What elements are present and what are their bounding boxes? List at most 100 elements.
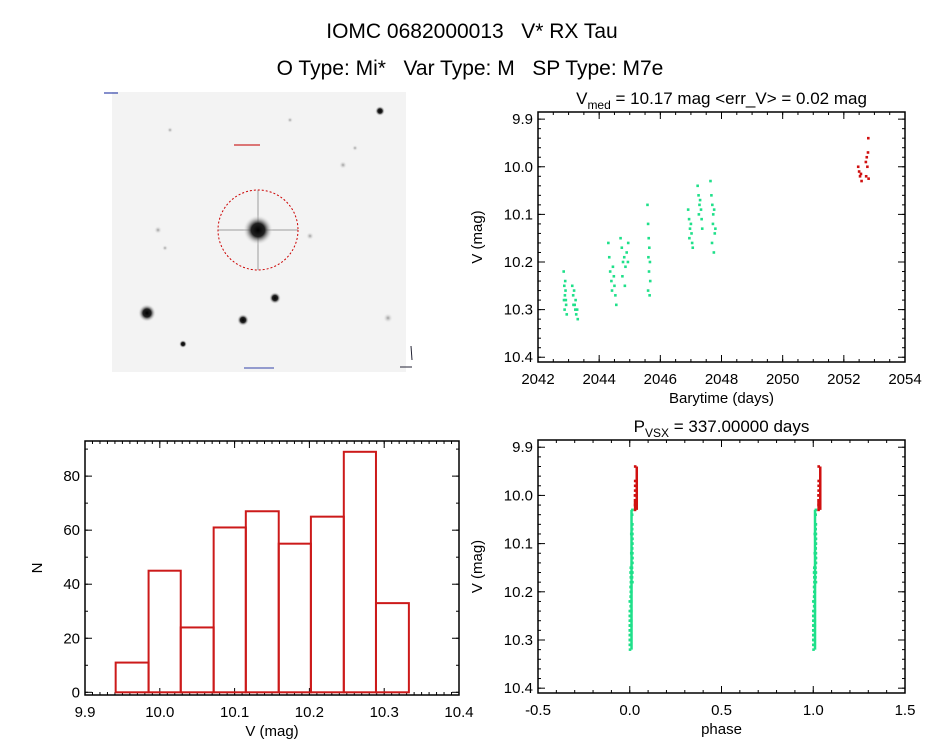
x-tick-label: 10.2 — [295, 704, 324, 721]
star — [306, 232, 314, 240]
histogram-bar — [179, 626, 215, 694]
data-point — [864, 174, 868, 178]
data-point — [647, 270, 651, 273]
phase-point — [628, 643, 632, 647]
star — [138, 304, 156, 322]
data-point — [867, 177, 870, 180]
data-point — [864, 160, 868, 164]
y-tick-label: 20 — [63, 630, 80, 647]
data-point — [688, 227, 692, 230]
histogram-plot: 9.9 10.0 10.1 10.2 10.3 10.4 0 20 40 60 80 V (mag) N — [29, 440, 474, 740]
data-point — [623, 284, 627, 288]
phase-point — [633, 506, 637, 509]
phase-point — [817, 465, 820, 468]
y-tick-label: 0 — [72, 684, 80, 701]
y-tick-label: 10.1 — [504, 536, 533, 553]
x-tick-label: 2046 — [644, 371, 677, 388]
data-point — [646, 203, 649, 207]
phase-point — [817, 498, 820, 502]
data-point — [687, 217, 691, 221]
y-tick-label: 10.0 — [504, 159, 533, 176]
phase-point — [633, 508, 637, 512]
x-tick-label: 10.1 — [220, 704, 249, 721]
plot-frame — [537, 439, 906, 694]
data-point — [572, 303, 575, 307]
x-axis-label: V (mag) — [245, 723, 298, 740]
y-tick-label: 10.1 — [504, 206, 533, 223]
data-point — [607, 255, 611, 259]
star — [162, 245, 168, 251]
phase-point — [633, 484, 637, 488]
y-tick-label: 10.4 — [504, 349, 533, 366]
data-point — [648, 294, 651, 297]
data-point — [614, 303, 618, 307]
data-point — [648, 246, 651, 250]
data-point — [572, 289, 576, 292]
phase-point — [812, 638, 815, 642]
data-point — [690, 241, 694, 245]
x-tick-label: -0.5 — [525, 702, 551, 719]
data-point — [575, 308, 579, 311]
data-point — [570, 284, 574, 288]
phase-point — [812, 629, 815, 632]
data-point — [857, 170, 861, 173]
data-point — [866, 151, 870, 154]
x-tick-label: 2054 — [888, 371, 921, 388]
data-point — [563, 294, 567, 297]
data-point — [712, 251, 716, 254]
data-point — [647, 255, 650, 259]
phase-point — [628, 638, 632, 642]
histogram-bar — [147, 569, 182, 694]
data-point — [688, 236, 691, 240]
data-point — [564, 303, 568, 307]
phase-point — [628, 629, 632, 632]
y-tick-label: 10.0 — [504, 487, 533, 504]
data-point — [576, 317, 580, 321]
histogram-bar — [114, 661, 150, 694]
data-point — [696, 184, 699, 188]
title-line-1: IOMC 0682000013 V* RX Tau — [326, 20, 617, 43]
data-point — [619, 236, 622, 240]
star — [383, 313, 393, 323]
data-point — [690, 232, 693, 235]
phase-point — [633, 465, 637, 468]
plot-frame — [537, 111, 906, 363]
phase-point — [817, 503, 820, 507]
phase-band — [819, 466, 822, 510]
phase-band — [635, 466, 639, 510]
histogram-bar — [277, 542, 312, 694]
x-tick-label: 10.0 — [145, 704, 174, 721]
data-point — [709, 179, 712, 183]
y-axis-label: V (mag) — [469, 210, 486, 263]
data-point — [612, 274, 616, 278]
y-tick-label: 9.9 — [512, 111, 533, 128]
phase-point — [633, 503, 637, 507]
data-point — [562, 298, 566, 302]
data-point — [648, 260, 652, 264]
data-point — [608, 270, 612, 273]
data-point — [699, 208, 703, 211]
data-point — [563, 308, 566, 311]
y-tick-label: 10.3 — [504, 302, 533, 319]
histogram-bar — [244, 510, 280, 694]
phase-point — [633, 479, 637, 483]
star — [339, 161, 347, 169]
data-point — [574, 313, 578, 316]
phase-point — [633, 494, 637, 497]
data-point — [565, 313, 569, 316]
data-point — [574, 308, 577, 311]
data-point — [614, 294, 617, 297]
y-tick-label: 10.3 — [504, 632, 533, 649]
data-point — [866, 165, 869, 169]
data-point — [625, 251, 628, 254]
x-tick-label: 1.0 — [803, 702, 824, 719]
data-point — [563, 284, 566, 288]
x-tick-label: 2050 — [766, 371, 799, 388]
data-point — [711, 213, 715, 216]
data-point — [574, 298, 577, 302]
y-axis-label: N — [29, 563, 46, 574]
data-point — [626, 241, 630, 245]
phase-point — [812, 648, 815, 651]
data-point — [712, 208, 716, 211]
data-point — [698, 203, 701, 207]
